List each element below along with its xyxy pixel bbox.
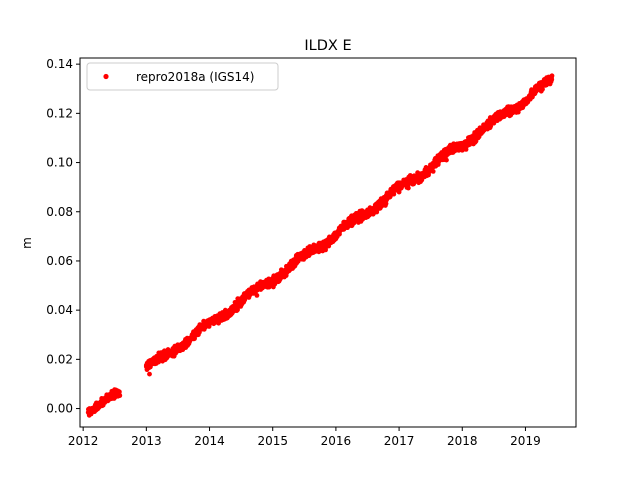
x-tick-label: 2014	[194, 434, 225, 448]
x-tick-label: 2017	[384, 434, 415, 448]
data-point	[207, 320, 212, 325]
y-tick-label: 0.08	[46, 205, 73, 219]
data-point	[391, 191, 397, 197]
y-tick-label: 0.04	[46, 303, 73, 317]
data-point	[428, 167, 434, 173]
x-tick-label: 2012	[68, 434, 99, 448]
axes-layer	[79, 57, 577, 428]
data-point	[405, 185, 411, 191]
data-point	[301, 253, 307, 259]
data-point	[270, 275, 276, 281]
x-tick-label: 2016	[321, 434, 352, 448]
data-point	[222, 307, 228, 313]
y-tick-label: 0.14	[46, 57, 73, 71]
data-point	[317, 243, 323, 249]
data-point	[523, 101, 528, 106]
data-point	[475, 135, 481, 141]
data-point	[548, 78, 554, 84]
data-point	[396, 189, 402, 195]
data-point	[175, 347, 181, 352]
data-point	[459, 147, 465, 153]
data-point	[349, 221, 355, 227]
data-point	[116, 389, 122, 395]
legend-label: repro2018a (IGS14)	[136, 70, 254, 84]
data-point	[365, 209, 370, 215]
y-axis-label: m	[20, 237, 34, 249]
y-tick-label: 0.00	[46, 402, 73, 416]
data-point	[87, 406, 92, 411]
data-point	[380, 201, 386, 207]
data-point	[491, 120, 497, 126]
data-point	[191, 332, 197, 338]
x-axis-ticks: 2012 2013 2014 2015 2016 2017 2018 2019	[68, 427, 541, 448]
data-point	[507, 113, 513, 119]
legend-frame	[86, 62, 279, 91]
data-point	[549, 73, 555, 79]
y-tick-label: 0.12	[46, 106, 73, 120]
data-point	[96, 401, 102, 407]
y-axis-ticks: 0.00 0.02 0.04 0.06 0.08 0.10 0.12 0.14	[46, 57, 80, 416]
x-tick-label: 2015	[257, 434, 288, 448]
data-point	[444, 157, 449, 163]
y-tick-label: 0.02	[46, 352, 73, 366]
x-tick-label: 2013	[131, 434, 162, 448]
y-tick-label: 0.10	[46, 156, 73, 170]
data-point	[538, 88, 544, 94]
data-point	[333, 236, 339, 242]
data-point	[238, 302, 244, 308]
x-tick-label: 2018	[447, 434, 478, 448]
data-point	[147, 371, 152, 377]
plot-frame	[79, 57, 577, 428]
data-point	[254, 292, 260, 298]
data-point	[488, 123, 494, 129]
legend: repro2018a (IGS14)	[86, 62, 279, 91]
data-point	[159, 352, 165, 357]
data-point	[143, 364, 149, 370]
chart-title: ILDX E	[304, 38, 351, 54]
data-point	[106, 396, 111, 402]
y-tick-label: 0.06	[46, 254, 73, 268]
data-points-layer	[85, 73, 555, 418]
data-point	[412, 174, 418, 180]
legend-marker	[103, 73, 109, 80]
data-point	[115, 393, 121, 399]
x-tick-label: 2019	[510, 434, 541, 448]
data-point	[286, 263, 291, 269]
